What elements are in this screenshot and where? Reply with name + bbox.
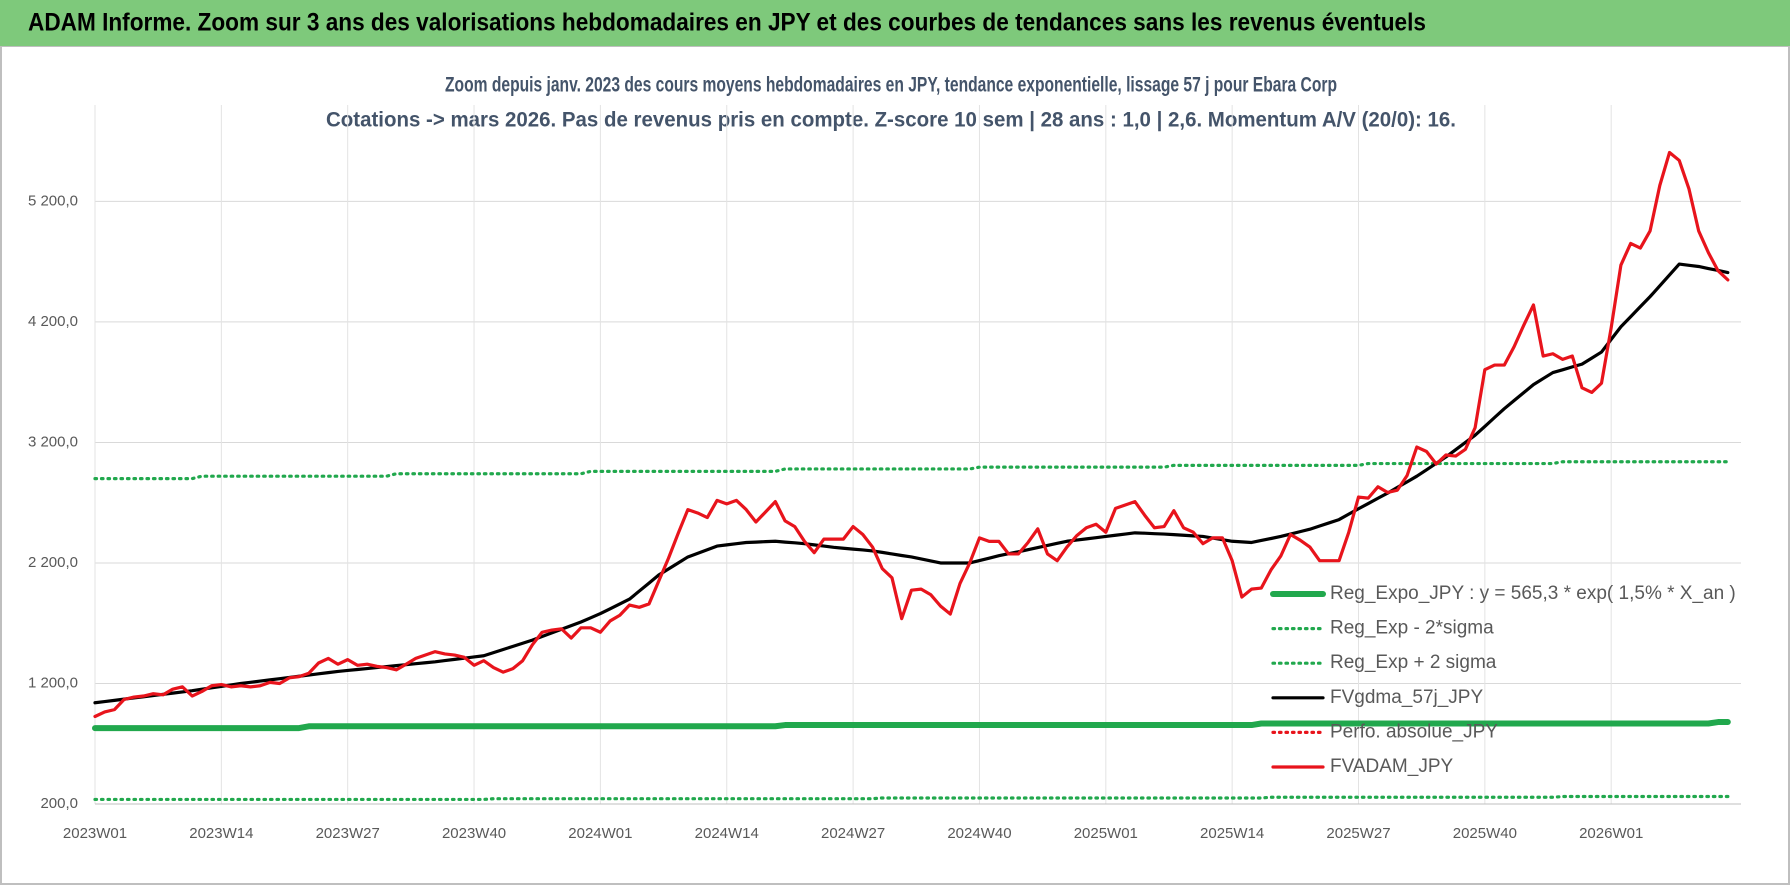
series-line xyxy=(93,262,1730,705)
chart-subtitle: Cotations -> mars 2026. Pas de revenus p… xyxy=(326,109,1456,132)
x-tick-label: 2025W27 xyxy=(1326,825,1390,842)
y-tick-label: 3 200,0 xyxy=(28,433,78,450)
x-tick-label: 2026W01 xyxy=(1579,825,1643,842)
legend-label: Reg_Exp - 2*sigma xyxy=(1330,618,1494,639)
legend-label: FVADAM_JPY xyxy=(1330,756,1454,777)
plot xyxy=(92,150,1731,802)
x-tick-label: 2023W14 xyxy=(189,825,253,842)
y-tick-label: 200,0 xyxy=(40,795,78,812)
series-line xyxy=(92,719,1731,732)
series-line xyxy=(93,794,1730,802)
y-tick-label: 1 200,0 xyxy=(28,674,78,691)
x-tick-label: 2025W01 xyxy=(1074,825,1138,842)
x-tick-label: 2024W40 xyxy=(947,825,1011,842)
y-tick-label: 5 200,0 xyxy=(28,192,78,209)
series-line xyxy=(93,150,1730,719)
legend-label: FVgdma_57j_JPY xyxy=(1330,687,1483,708)
series-line xyxy=(93,460,1730,481)
x-tick-label: 2023W01 xyxy=(63,825,127,842)
x-tick-label: 2024W14 xyxy=(695,825,759,842)
grid: 200,0 1 200,0 2 200,0 3 200,0 4 200,0 5 200,0… xyxy=(28,105,1741,842)
chart-subtitle: Zoom depuis janv. 2023 des cours moyens … xyxy=(445,74,1337,97)
y-tick-label: 2 200,0 xyxy=(28,554,78,571)
x-tick-label: 2025W14 xyxy=(1200,825,1264,842)
legend-label: Perfo. absolue_JPY xyxy=(1330,721,1498,742)
legend-label: Reg_Expo_JPY : y = 565,3 * exp( 1,5% * X… xyxy=(1330,583,1736,604)
x-tick-label: 2024W27 xyxy=(821,825,885,842)
chart-title: ADAM Informe. Zoom sur 3 ans des valoris… xyxy=(28,9,1426,37)
x-tick-label: 2023W27 xyxy=(316,825,380,842)
x-tick-label: 2025W40 xyxy=(1453,825,1517,842)
legend: Reg_Expo_JPY : y = 565,3 * exp( 1,5% * X… xyxy=(1270,583,1736,777)
legend-label: Reg_Exp + 2 sigma xyxy=(1330,652,1497,673)
header-bar xyxy=(0,0,1790,46)
x-tick-label: 2024W01 xyxy=(568,825,632,842)
y-tick-label: 4 200,0 xyxy=(28,313,78,330)
x-tick-label: 2023W40 xyxy=(442,825,506,842)
